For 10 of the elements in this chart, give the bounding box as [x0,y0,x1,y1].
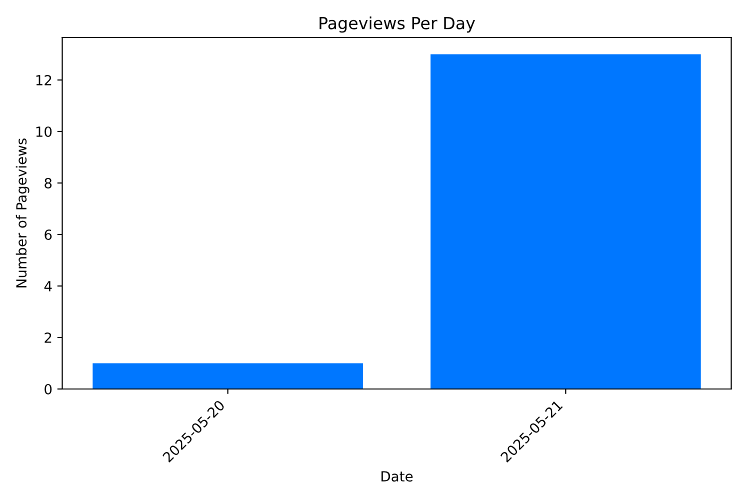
y-tick-label: 8 [44,178,52,188]
y-tick-label: 12 [36,74,52,86]
x-axis-title: Date [382,471,413,482]
y-tick-label: 4 [44,281,52,292]
y-tick-label: 2 [44,332,52,343]
chart-title: Pageviews Per Day [320,16,475,33]
y-tick-label: 6 [44,229,52,240]
y-tick-label: 0 [44,384,52,394]
y-axis-title: Number of Pageviews [16,138,30,288]
y-tick-label: 10 [36,126,52,137]
